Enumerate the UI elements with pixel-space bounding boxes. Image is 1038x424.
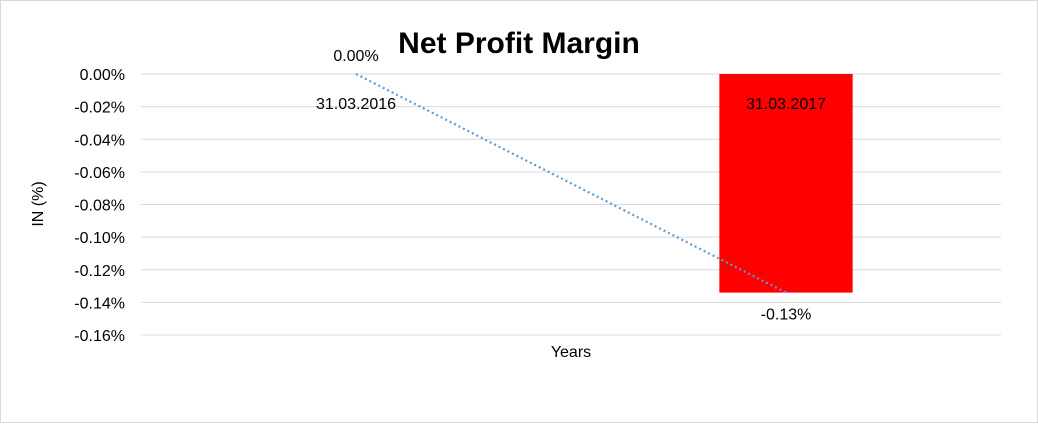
chart-title: Net Profit Margin [398,27,640,60]
y-tick-label: -0.06% [74,165,125,182]
y-tick-label: -0.08% [74,198,125,215]
y-tick-label: -0.16% [74,328,125,345]
y-tick-label: -0.02% [74,100,125,117]
data-labels: 31.03.2016 0.00% 31.03.2017 -0.13% [316,48,826,324]
y-tick-label: -0.04% [74,132,125,149]
bar [719,74,853,293]
y-tick-label: 0.00% [80,67,125,84]
bars [719,74,853,293]
y-tick-label: -0.10% [74,230,125,247]
data-label: -0.13% [761,307,812,324]
trendline-path [355,73,787,294]
category-label: 31.03.2017 [746,96,826,113]
trendline [355,73,787,294]
y-axis-label: IN (%) [30,181,47,226]
y-tick-labels: 0.00% -0.02% -0.04% -0.06% -0.08% -0.10% -0.12… [74,67,125,345]
gridlines [141,73,1001,336]
data-label: 0.00% [333,48,378,65]
category-label: 31.03.2016 [316,96,396,113]
x-axis-label: Years [551,344,591,361]
y-tick-label: -0.14% [74,295,125,312]
y-tick-label: -0.12% [74,263,125,280]
